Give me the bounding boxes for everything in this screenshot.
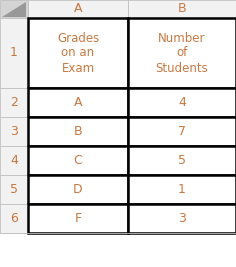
Text: A: A (74, 96, 82, 109)
Bar (0, 175, 28, 204)
Text: Grades
on an
Exam: Grades on an Exam (57, 32, 99, 74)
Text: 1: 1 (10, 46, 18, 60)
Bar (28, 117, 128, 146)
Text: 5: 5 (178, 154, 186, 167)
Bar (28, 18, 128, 88)
Bar (0, 117, 28, 146)
Text: 1: 1 (178, 183, 186, 196)
Bar (28, 204, 128, 233)
Bar (128, 117, 236, 146)
Bar (128, 0, 236, 18)
Text: 4: 4 (178, 96, 186, 109)
Text: 6: 6 (10, 212, 18, 225)
Text: B: B (178, 2, 186, 15)
Text: C: C (74, 154, 82, 167)
Polygon shape (2, 2, 26, 17)
Bar (0, 0, 28, 18)
Text: 3: 3 (178, 212, 186, 225)
Text: 5: 5 (10, 183, 18, 196)
Bar (0, 146, 28, 175)
Text: B: B (74, 125, 82, 138)
Bar (128, 18, 236, 88)
Text: A: A (74, 2, 82, 15)
Text: 7: 7 (178, 125, 186, 138)
Bar (28, 0, 128, 18)
Bar (128, 88, 236, 117)
Text: 2: 2 (10, 96, 18, 109)
Text: 4: 4 (10, 154, 18, 167)
Bar (0, 204, 28, 233)
Text: D: D (73, 183, 83, 196)
Bar (128, 146, 236, 175)
Text: F: F (74, 212, 82, 225)
Text: Number
of
Students: Number of Students (156, 32, 208, 74)
Bar (28, 88, 128, 117)
Text: 3: 3 (10, 125, 18, 138)
Bar (128, 175, 236, 204)
Bar (0, 18, 28, 88)
Bar (0, 88, 28, 117)
Bar (28, 146, 128, 175)
Bar (128, 204, 236, 233)
Bar (28, 175, 128, 204)
